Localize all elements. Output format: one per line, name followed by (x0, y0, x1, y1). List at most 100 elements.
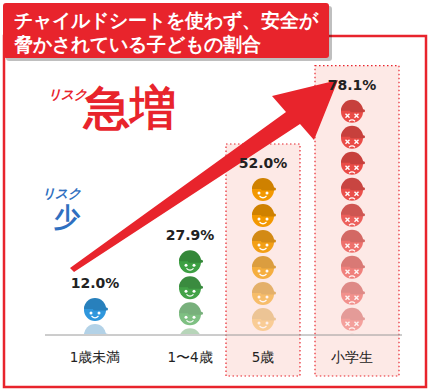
cap (179, 328, 201, 334)
highlight-box (315, 66, 399, 376)
mouth (349, 328, 355, 329)
bar-extent (178, 250, 202, 334)
face-icon (179, 302, 203, 325)
face-icon (341, 282, 365, 305)
bar-extent (83, 298, 107, 334)
data-label: 27.9% (166, 227, 215, 243)
eye (346, 296, 350, 300)
cap (252, 282, 274, 293)
plot-area (83, 100, 365, 334)
mouth (349, 172, 355, 173)
cap (252, 230, 274, 241)
mouth (349, 146, 355, 147)
face-icon (341, 204, 365, 227)
bar-extent (340, 100, 364, 334)
mouth (187, 294, 194, 296)
face-icon (341, 100, 365, 123)
cap-brim (93, 308, 108, 311)
face-icon (252, 282, 276, 305)
eye (355, 166, 359, 170)
eye (346, 270, 350, 274)
annotation: リスク (42, 186, 81, 201)
eye (185, 290, 188, 293)
bar (178, 250, 203, 334)
cap-brim (261, 318, 276, 321)
eye (355, 270, 359, 274)
eye (355, 296, 359, 300)
eye (258, 296, 261, 299)
eye (355, 114, 359, 118)
eye (346, 192, 350, 196)
cap (252, 204, 274, 215)
cap (252, 178, 274, 189)
cap (341, 204, 363, 215)
mouth (349, 120, 355, 121)
cap-brim (261, 214, 276, 217)
eye (346, 114, 350, 118)
eye (355, 192, 359, 196)
eye (346, 218, 350, 222)
cap (341, 308, 363, 319)
baseline (45, 335, 402, 336)
face-icon (341, 256, 365, 279)
eye (266, 192, 269, 195)
eye (355, 218, 359, 222)
cap-brim (350, 317, 365, 320)
mouth (349, 250, 355, 251)
eye (193, 290, 196, 293)
cap-brim (188, 286, 203, 289)
cap-brim (93, 334, 108, 335)
cap (341, 282, 363, 293)
face-icon (341, 152, 365, 175)
eye (266, 244, 269, 247)
bar (251, 178, 276, 334)
bar-extent (251, 178, 275, 334)
face-icon (179, 328, 203, 334)
face (179, 329, 201, 334)
trend-arrow (70, 80, 338, 272)
cap (341, 100, 363, 111)
cap-brim (350, 109, 365, 112)
cap (341, 152, 363, 163)
face-icon (341, 230, 365, 253)
eye (355, 244, 359, 248)
cap (341, 256, 363, 267)
annotation: リスク (48, 87, 87, 102)
data-label: 78.1% (328, 77, 377, 93)
face-icon (252, 178, 276, 201)
eye (98, 312, 101, 315)
category-label: 1〜4歳 (167, 349, 212, 365)
face-icon (252, 204, 276, 227)
face-icon (341, 308, 365, 331)
eye (355, 322, 359, 326)
mouth (260, 196, 267, 198)
data-label: 12.0% (71, 275, 120, 291)
cap-brim (350, 265, 365, 268)
mouth (187, 268, 194, 270)
cap-brim (350, 213, 365, 216)
eye (193, 264, 196, 267)
cap-brim (350, 187, 365, 190)
cap-brim (261, 266, 276, 269)
face-icon (179, 250, 203, 273)
face-icon (84, 324, 108, 334)
cap (341, 230, 363, 241)
cap-brim (350, 291, 365, 294)
bar (340, 100, 365, 334)
eye (185, 316, 188, 319)
mouth (349, 276, 355, 277)
frame (4, 36, 426, 387)
mouth (260, 248, 267, 250)
eye (346, 322, 350, 326)
cap (179, 276, 201, 287)
face-icon (341, 334, 365, 335)
eye (346, 244, 350, 248)
banner (3, 3, 329, 58)
category-label: 小学生 (331, 349, 373, 365)
eye (258, 244, 261, 247)
bar (83, 298, 108, 334)
face-icon (84, 298, 108, 321)
eye (266, 296, 269, 299)
face-icon (341, 126, 365, 149)
category-label: 1歳未満 (70, 349, 121, 365)
